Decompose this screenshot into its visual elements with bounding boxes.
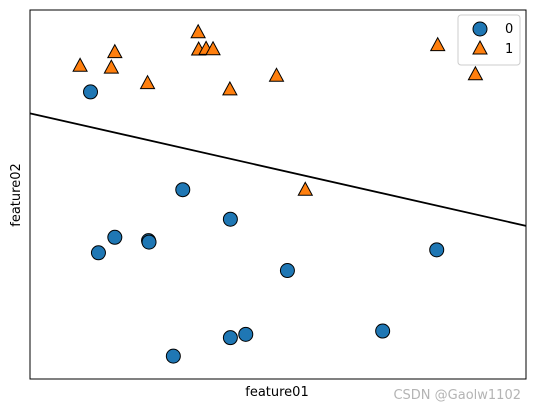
data-point-series-1-8: [222, 80, 238, 96]
legend-label-series-0: 0: [505, 22, 513, 37]
data-point-series-0-9: [375, 323, 391, 339]
data-point-series-0-5: [90, 245, 106, 261]
legend: 0 1: [457, 14, 521, 66]
data-point-series-0-10: [238, 326, 254, 342]
data-point-series-1-4: [190, 23, 206, 39]
data-point-series-0-0: [83, 84, 99, 100]
plot-area: [29, 9, 527, 380]
data-point-series-1-2: [103, 59, 120, 74]
series-1-group: [72, 23, 484, 196]
data-point-series-0-12: [165, 348, 181, 364]
series-0-group: [83, 84, 445, 364]
data-point-series-0-7: [279, 263, 295, 279]
chart-marks: [72, 23, 484, 364]
data-point-series-1-12: [297, 181, 314, 196]
legend-marker-series-1: [472, 39, 488, 55]
data-point-series-0-1: [175, 182, 191, 198]
data-point-series-1-1: [106, 43, 123, 59]
data-point-series-1-11: [467, 65, 484, 81]
data-point-series-0-2: [107, 229, 123, 245]
data-point-series-1-9: [268, 67, 285, 82]
data-point-series-0-11: [222, 330, 238, 346]
data-point-series-0-6: [222, 211, 238, 227]
data-point-series-0-8: [429, 242, 445, 258]
y-axis-label: feature02: [9, 163, 24, 226]
data-point-series-1-0: [72, 57, 88, 72]
legend-marker-series-0: [472, 21, 488, 37]
data-point-series-1-10: [429, 36, 446, 52]
data-point-series-0-4: [141, 234, 157, 250]
x-axis-label: feature01: [245, 385, 308, 400]
data-point-series-1-3: [139, 74, 156, 90]
data-point-series-1-7: [205, 40, 221, 56]
legend-label-series-1: 1: [505, 42, 513, 57]
watermark: CSDN @Gaolw1102: [393, 388, 521, 403]
decision-boundary-line: [29, 112, 527, 227]
